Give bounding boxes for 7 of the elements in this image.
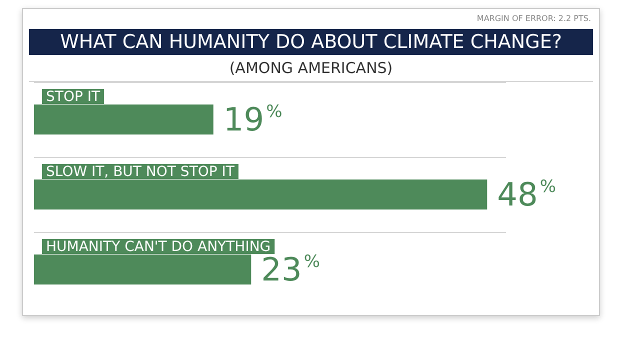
y-tick-label: SLOW IT, BUT NOT STOP IT	[46, 164, 235, 180]
data-label: 19%	[223, 100, 282, 138]
y-tick-label: STOP IT	[46, 89, 100, 105]
text: MARGIN OF ERROR: 2.2 PTS.	[476, 14, 591, 23]
chart-subtitle: (AMONG AMERICANS)	[29, 55, 593, 82]
data-label: 48%	[497, 176, 556, 214]
chart-title: WHAT CAN HUMANITY DO ABOUT CLIMATE CHANGE?	[29, 29, 593, 55]
